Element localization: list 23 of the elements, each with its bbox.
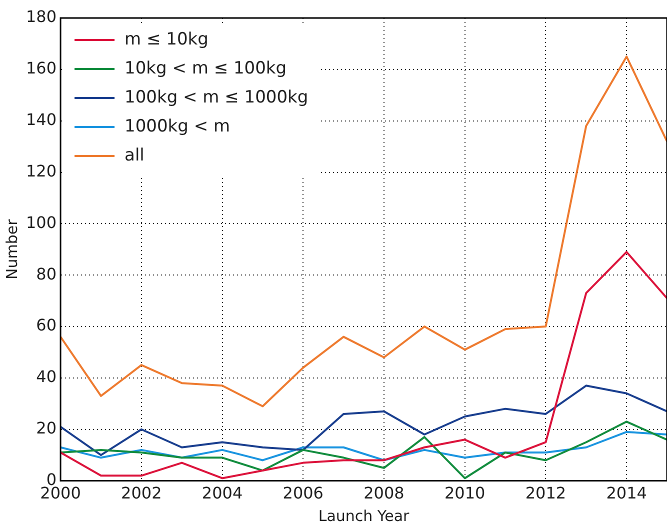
legend-label: all <box>124 145 144 166</box>
y-tick-label: 20 <box>36 418 57 438</box>
y-axis-title: Number <box>2 218 21 280</box>
legend-label: 1000kg < m <box>124 116 230 136</box>
y-tick-label: 60 <box>36 316 57 335</box>
x-tick-label: 2008 <box>364 484 404 503</box>
x-tick-label: 2010 <box>444 484 486 503</box>
y-tick-label: 80 <box>36 264 57 284</box>
y-tick-label: 40 <box>36 367 57 386</box>
x-tick-label: 2014 <box>606 484 647 503</box>
x-axis-title: Launch Year <box>318 506 410 525</box>
y-tick-label: 100 <box>26 212 57 232</box>
legend-label: 10kg < m ≤ 100kg <box>124 58 287 78</box>
x-tick-label: 2012 <box>525 484 566 503</box>
legend-label: 100kg < m ≤ 1000kg <box>124 87 308 108</box>
legend-label: m ≤ 10kg <box>124 29 208 50</box>
y-tick-label: 160 <box>26 58 57 78</box>
x-tick-label: 2002 <box>121 484 162 503</box>
y-tick-label: 120 <box>26 161 57 180</box>
x-tick-label: 2006 <box>282 484 324 503</box>
y-tick-label: 140 <box>26 110 57 129</box>
y-tick-label: 180 <box>26 7 57 26</box>
x-tick-label: 2004 <box>202 484 243 503</box>
